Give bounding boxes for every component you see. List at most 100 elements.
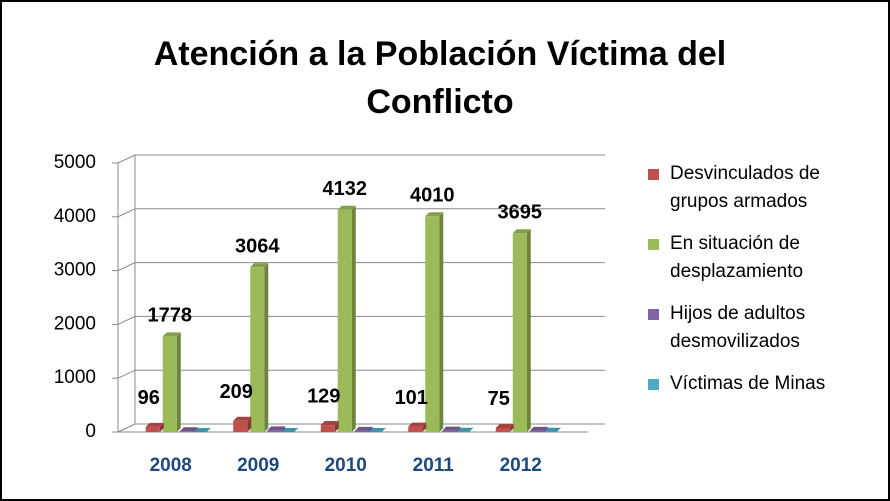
bar [337, 205, 356, 432]
bar [455, 427, 474, 432]
bar-face [425, 216, 440, 432]
data-label: 4010 [410, 185, 455, 207]
bar [250, 263, 269, 432]
bar-face [179, 427, 198, 432]
bar-face [469, 427, 474, 432]
legend-item: En situación de desplazamiento [648, 230, 883, 286]
bar [354, 426, 373, 432]
bar-face [176, 332, 181, 432]
bar [495, 423, 514, 432]
bar [408, 422, 427, 432]
bar-face [556, 427, 561, 432]
bar-face [145, 422, 164, 427]
bar-face [280, 428, 299, 432]
bar [425, 212, 444, 432]
bar-face [250, 263, 269, 268]
bar-face [145, 426, 160, 432]
x-tick-label: 2011 [413, 455, 455, 476]
grid-line [117, 154, 136, 164]
y-tick-label: 5000 [54, 152, 96, 173]
legend-swatch [648, 309, 659, 320]
bar-face [526, 229, 531, 432]
bar [542, 427, 561, 432]
grid-line [117, 208, 136, 218]
legend: Desvinculados de grupos armados En situac… [648, 160, 883, 412]
legend-swatch [648, 379, 659, 390]
y-tick-label: 1000 [54, 367, 96, 388]
bar-face [408, 426, 423, 432]
bar-face [422, 422, 427, 432]
x-tick-label: 2009 [237, 455, 279, 476]
legend-label: Víctimas de Minas [670, 373, 826, 394]
bar [280, 428, 299, 432]
data-label: 1778 [148, 305, 193, 327]
bar [145, 422, 164, 432]
bar-face [456, 426, 461, 432]
bar-face [351, 205, 356, 432]
bar-face [354, 426, 373, 431]
data-label: 3695 [498, 201, 543, 223]
data-label: 96 [138, 387, 160, 409]
bar-face [320, 421, 339, 426]
bar-face [408, 422, 427, 427]
bar [512, 229, 531, 432]
grid-line [117, 262, 136, 272]
x-tick-label: 2010 [325, 455, 367, 476]
y-tick-label: 0 [85, 421, 96, 442]
data-label: 129 [307, 385, 340, 407]
bar-face [529, 426, 548, 431]
legend-label: Hijos de adultos desmovilizados [670, 303, 806, 352]
legend-label: En situación de desplazamiento [670, 233, 804, 282]
bar-face [179, 431, 194, 432]
bar-face [495, 427, 510, 432]
bar-face [233, 420, 248, 432]
bar-face [281, 426, 286, 432]
bar-face [233, 416, 252, 421]
legend-item: Hijos de adultos desmovilizados [648, 300, 883, 356]
bar-face [442, 430, 457, 432]
data-label: 3064 [235, 235, 280, 257]
bar-face [247, 416, 252, 432]
bar-face [542, 427, 561, 432]
bar-face [509, 423, 514, 432]
bar-face [529, 430, 544, 432]
bar [529, 426, 548, 432]
grid-line [117, 315, 136, 325]
bar-face [337, 209, 352, 432]
legend-item: Víctimas de Minas [648, 370, 883, 398]
grid-line [117, 423, 136, 433]
bar-face [442, 426, 461, 431]
data-label: 75 [488, 388, 510, 410]
bar-face [512, 229, 531, 234]
bar-face [159, 422, 164, 432]
bar [442, 426, 461, 432]
bar-face [354, 430, 369, 432]
data-label: 101 [395, 387, 428, 409]
y-tick-label: 3000 [54, 260, 96, 281]
bar [192, 428, 211, 432]
bar-face [193, 427, 198, 432]
bar-face [425, 212, 444, 217]
bar-face [162, 336, 177, 432]
legend-label: Desvinculados de grupos armados [670, 163, 820, 212]
bar-face [495, 423, 514, 428]
legend-swatch [648, 169, 659, 180]
chart-title: Atención a la Población Víctima del Conf… [153, 35, 727, 121]
bar [233, 416, 252, 432]
bar-face [337, 205, 356, 210]
bar-face [250, 267, 265, 432]
legend-swatch [648, 239, 659, 250]
bar-face [192, 428, 211, 432]
grid-line [117, 369, 136, 379]
bar [267, 426, 286, 432]
bar-face [334, 421, 339, 432]
y-tick-label: 2000 [54, 313, 96, 334]
bar-face [543, 426, 548, 432]
bar [320, 421, 339, 432]
x-tick-label: 2012 [500, 455, 542, 476]
bar-face [267, 426, 286, 431]
y-tick-label: 4000 [54, 206, 96, 227]
bar [162, 332, 181, 432]
